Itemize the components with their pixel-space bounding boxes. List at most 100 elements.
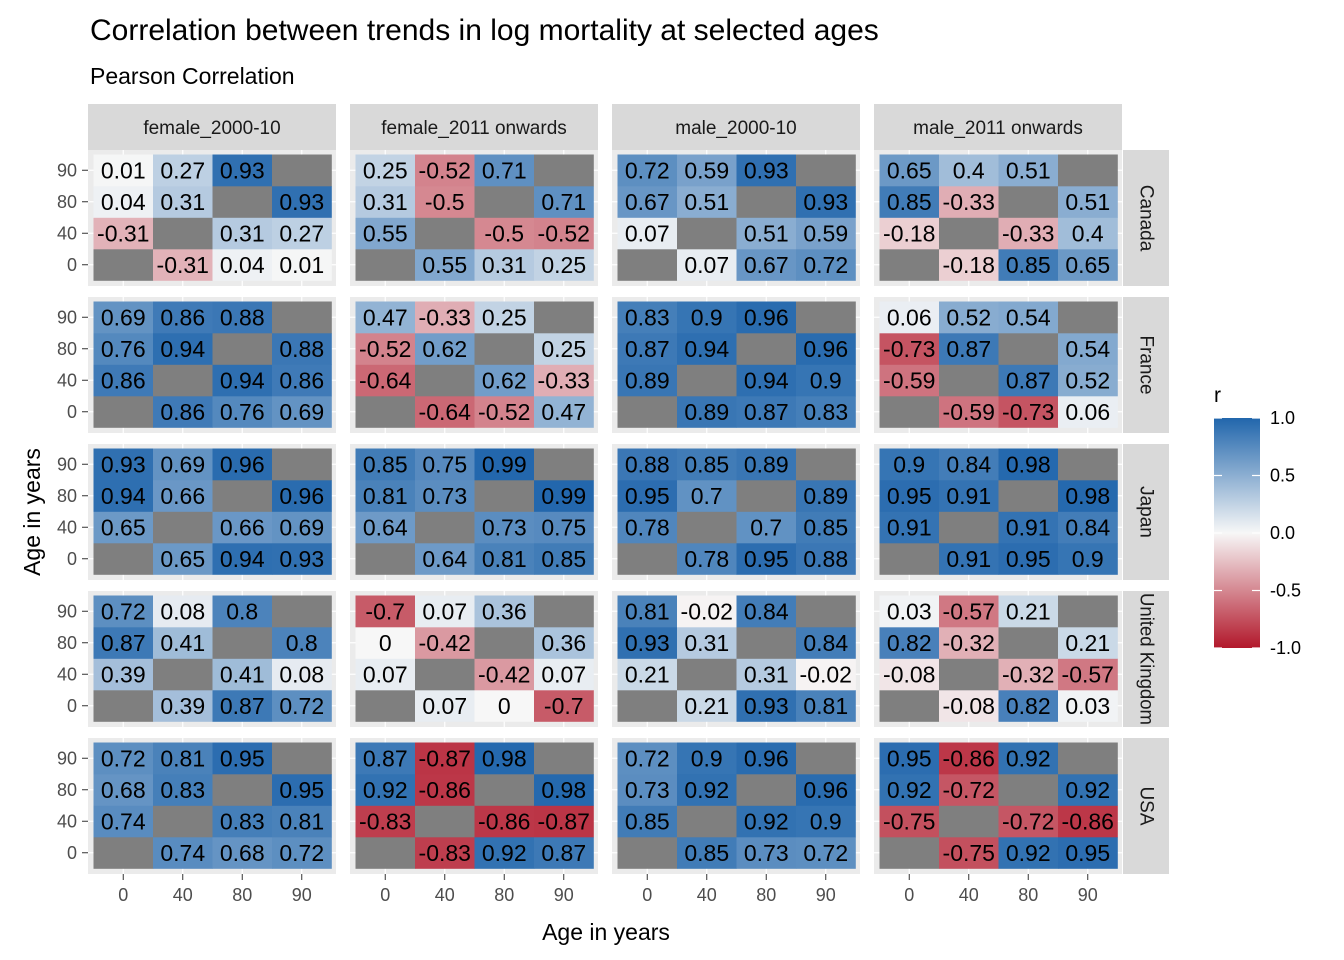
heatmap-cell [736,543,797,575]
cell-value-label: 0.65 [160,546,205,572]
heatmap-cell [939,543,999,575]
heatmap-cell [796,543,856,575]
cell-value-label: 0.99 [541,483,586,509]
heatmap-cell [153,805,213,838]
heatmap-cell [534,742,594,775]
heatmap-cell [879,154,940,187]
heatmap-cell [879,543,940,575]
heatmap-cell [474,396,535,428]
cell-value-label: 0.07 [363,661,408,687]
heatmap-cell [939,186,999,218]
cell-value-label: 0.06 [887,304,932,330]
heatmap-cell [939,595,999,628]
heatmap-cell [879,396,940,428]
cell-value-label: 0.95 [1065,840,1110,866]
heatmap-cell [796,658,856,691]
strip-row-bg [1123,444,1169,580]
cell-value-label: 0.94 [101,483,146,509]
cell-value-label: -0.32 [1002,661,1054,687]
heatmap-cell [355,595,416,628]
cell-value-label: 0.73 [744,840,789,866]
heatmap-cell [474,301,535,334]
heatmap-cell [93,249,154,281]
chart-title: Correlation between trends in log mortal… [90,14,879,47]
cell-value-label: 0.07 [422,598,467,624]
cell-value-label: 0.8 [286,630,318,656]
cell-value-label: 0.72 [279,693,324,719]
heatmap-cell [474,627,535,659]
heatmap-cell [93,805,154,838]
heatmap-cell [93,396,154,428]
cell-value-label: 0.47 [541,399,586,425]
heatmap-cell [272,774,332,806]
cell-value-label: 0.92 [1006,840,1051,866]
heatmap-cell [153,658,213,691]
heatmap-cell [796,480,856,512]
heatmap-cell [796,364,856,397]
heatmap-cell [474,837,535,869]
heatmap-cell [998,186,1059,218]
heatmap-cell [415,364,475,397]
heatmap-cell [617,333,678,365]
heatmap-cell [212,805,273,838]
facet-panel: 0.55 0.31 0.25 0.55 -0.5 -0.52 0.31 -0.5 0.71 0.2… [350,150,598,286]
cell-value-label: 0.88 [220,304,265,330]
cell-value-label: 0.95 [279,777,324,803]
cell-value-label: 0.87 [541,840,586,866]
y-tick-label: 80 [57,339,77,359]
heatmap-cell [796,396,856,428]
heatmap-cell [796,154,856,187]
cell-value-label: 0.31 [220,220,265,246]
cell-value-label: 0 [498,693,511,719]
heatmap-cell [1058,805,1118,838]
heatmap-cell [474,595,535,628]
cell-value-label: 0.51 [1065,189,1110,215]
heatmap-cell [93,595,154,628]
heatmap-cell [212,658,273,691]
heatmap-cell [355,396,416,428]
cell-value-label: -0.86 [943,745,995,771]
cell-value-label: 0.91 [887,514,932,540]
cell-value-label: 0.62 [482,367,527,393]
heatmap-cell [415,154,475,187]
x-tick-label: 90 [554,885,574,905]
heatmap-cell [474,217,535,250]
cell-value-label: 0.62 [422,336,467,362]
x-tick-label: 40 [173,885,193,905]
heatmap-cell [1058,396,1118,428]
heatmap-cell [736,249,797,281]
y-tick-label: 90 [57,601,77,621]
heatmap-cell [272,690,332,722]
cell-value-label: 0.84 [744,598,789,624]
heatmap-cell [1058,480,1118,512]
heatmap-cell [677,333,737,365]
cell-value-label: -0.72 [1002,808,1054,834]
cell-value-label: 0.66 [220,514,265,540]
heatmap-cell [534,658,594,691]
heatmap-cell [355,217,416,250]
cell-value-label: -0.59 [943,399,995,425]
heatmap-cell [736,480,797,512]
heatmap-cell [617,774,678,806]
heatmap-cell [355,186,416,218]
cell-value-label: 0.92 [684,777,729,803]
cell-value-label: 0.9 [810,367,842,393]
cell-value-label: 0.93 [279,189,324,215]
heatmap-cell [939,154,999,187]
heatmap-cell [1058,774,1118,806]
heatmap-cell [153,690,213,722]
cell-value-label: 0.83 [160,777,205,803]
heatmap-cell [796,627,856,659]
heatmap-cell [355,690,416,722]
heatmap-cell [879,658,940,691]
strip-column-label: male_2011 onwards [913,118,1083,139]
chart-subtitle: Pearson Correlation [90,63,295,89]
heatmap-cell [1058,364,1118,397]
heatmap-cell [93,658,154,691]
heatmap-cell [93,543,154,575]
cell-value-label: 0.91 [1006,514,1051,540]
cell-value-label: 0.25 [363,157,408,183]
heatmap-cell [415,511,475,544]
cell-value-label: 0.4 [953,157,985,183]
